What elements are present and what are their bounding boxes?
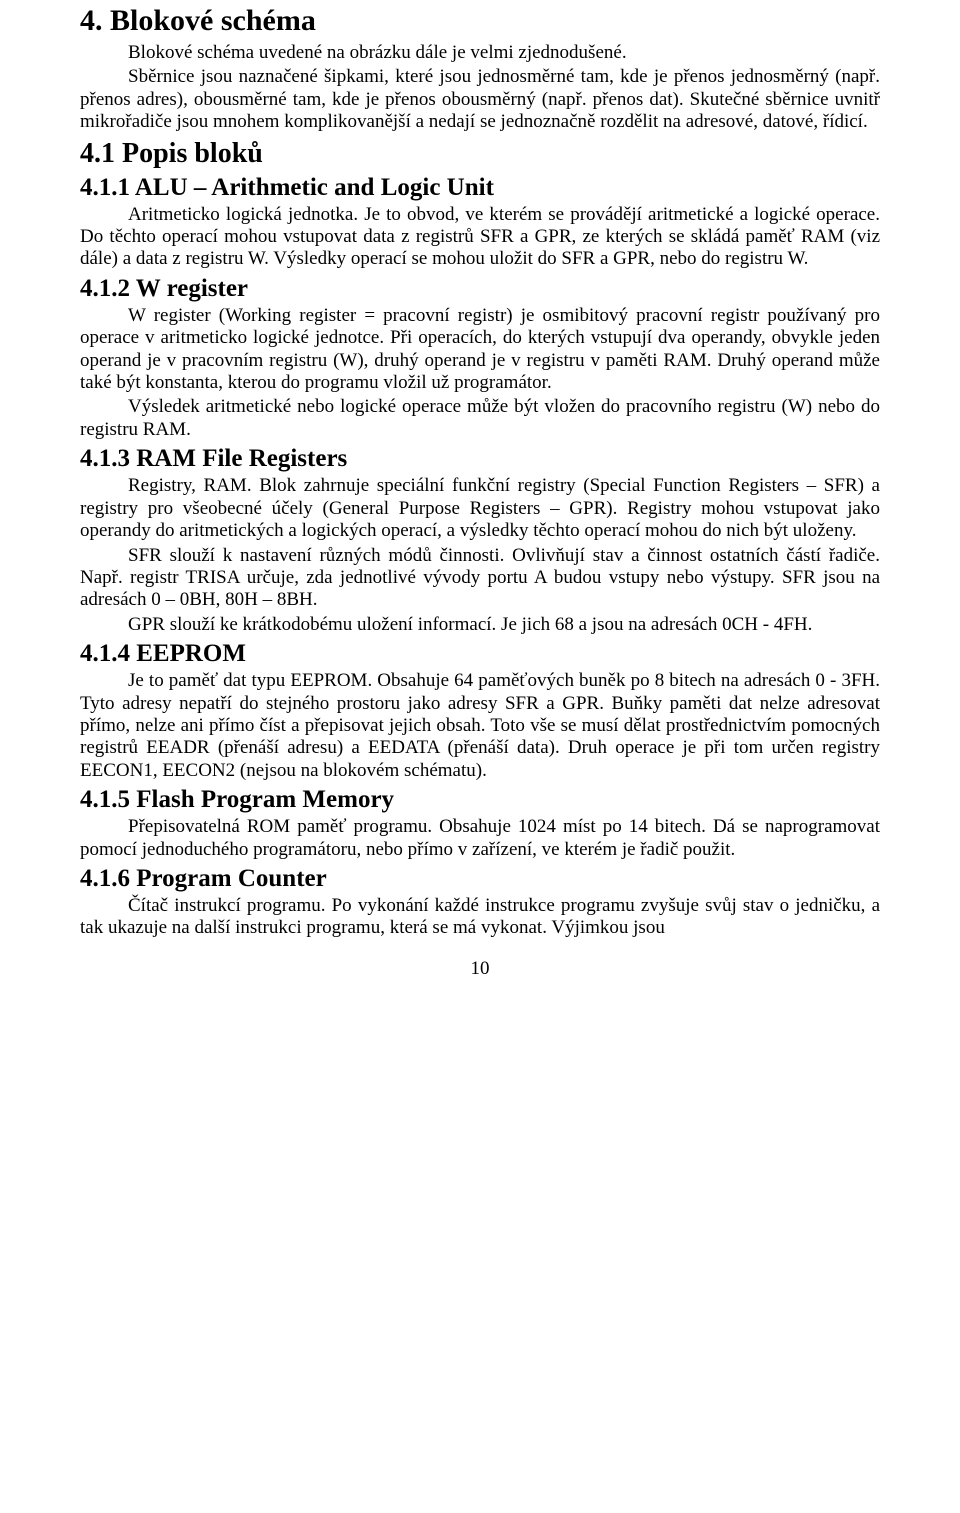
- page-number: 10: [80, 958, 880, 980]
- paragraph: Přepisovatelná ROM paměť programu. Obsah…: [80, 816, 880, 861]
- paragraph: W register (Working register = pracovní …: [80, 305, 880, 395]
- paragraph: Sběrnice jsou naznačené šipkami, které j…: [80, 66, 880, 133]
- paragraph: Blokové schéma uvedené na obrázku dále j…: [80, 42, 880, 64]
- heading-4-1-2: 4.1.2 W register: [80, 275, 880, 303]
- heading-4-1-6: 4.1.6 Program Counter: [80, 865, 880, 893]
- paragraph: SFR slouží k nastavení různých módů činn…: [80, 545, 880, 612]
- heading-4: 4. Blokové schéma: [80, 4, 880, 38]
- paragraph: Je to paměť dat typu EEPROM. Obsahuje 64…: [80, 670, 880, 782]
- heading-4-1-5: 4.1.5 Flash Program Memory: [80, 786, 880, 814]
- heading-4-1-1: 4.1.1 ALU – Arithmetic and Logic Unit: [80, 174, 880, 202]
- paragraph: Registry, RAM. Blok zahrnuje speciální f…: [80, 475, 880, 542]
- paragraph: Aritmeticko logická jednotka. Je to obvo…: [80, 204, 880, 271]
- document-page: 4. Blokové schéma Blokové schéma uvedené…: [0, 4, 960, 1020]
- heading-4-1-3: 4.1.3 RAM File Registers: [80, 445, 880, 473]
- paragraph: GPR slouží ke krátkodobému uložení infor…: [80, 614, 880, 636]
- paragraph: Čítač instrukcí programu. Po vykonání ka…: [80, 895, 880, 940]
- heading-4-1-4: 4.1.4 EEPROM: [80, 640, 880, 668]
- paragraph: Výsledek aritmetické nebo logické operac…: [80, 396, 880, 441]
- heading-4-1: 4.1 Popis bloků: [80, 138, 880, 170]
